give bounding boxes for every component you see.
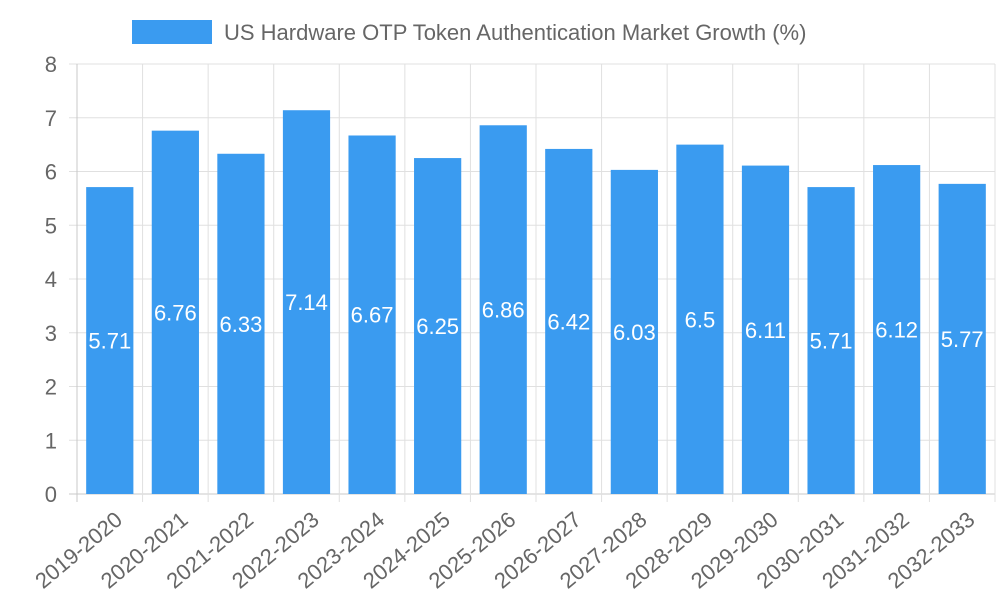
bar-value-label: 5.77: [941, 327, 984, 352]
bar[interactable]: [151, 130, 199, 494]
y-tick-label: 2: [45, 375, 57, 400]
bar[interactable]: [873, 165, 921, 495]
bar-value-label: 6.42: [547, 309, 590, 334]
data-labels: 5.71 6.76 6.33 7.14 6.67 6.25 6.86 6.42 6.03 6.5 6…: [88, 290, 983, 353]
bar-value-label: 6.86: [482, 298, 525, 323]
bar[interactable]: [414, 158, 462, 494]
y-tick-label: 6: [45, 160, 57, 185]
bar-value-label: 5.71: [88, 329, 131, 354]
bar[interactable]: [217, 153, 265, 494]
y-tick-label: 5: [45, 213, 57, 238]
y-tick-label: 1: [45, 428, 57, 453]
bar-value-label: 6.25: [416, 314, 459, 339]
bar-value-label: 6.76: [154, 300, 197, 325]
bar-value-label: 6.11: [745, 318, 786, 343]
bar[interactable]: [807, 187, 855, 494]
y-tick-label: 4: [45, 267, 57, 292]
legend[interactable]: US Hardware OTP Token Authentication Mar…: [132, 20, 806, 45]
grid: [69, 63, 996, 502]
bar[interactable]: [610, 169, 658, 494]
bar[interactable]: [741, 165, 790, 494]
bar-value-label: 6.03: [613, 320, 656, 345]
bar-value-label: 6.5: [685, 307, 716, 332]
bar[interactable]: [676, 144, 724, 494]
bar[interactable]: [938, 183, 986, 495]
bar[interactable]: [479, 125, 527, 495]
bar[interactable]: [86, 187, 134, 494]
bar[interactable]: [348, 135, 396, 495]
bar[interactable]: [545, 148, 593, 495]
y-tick-label: 0: [45, 482, 57, 507]
y-tick-label: 8: [45, 52, 57, 77]
bar-value-label: 6.12: [875, 318, 918, 343]
bar-value-label: 5.71: [810, 329, 853, 354]
bar-value-label: 6.33: [220, 312, 263, 337]
bar[interactable]: [282, 110, 331, 494]
y-tick-label: 7: [45, 106, 57, 131]
bar-value-label: 6.67: [351, 303, 394, 328]
bar-value-label: 7.14: [285, 290, 328, 315]
legend-label: US Hardware OTP Token Authentication Mar…: [224, 20, 806, 45]
y-tick-label: 3: [45, 321, 57, 346]
bars: [86, 110, 986, 495]
legend-swatch: [132, 20, 212, 44]
